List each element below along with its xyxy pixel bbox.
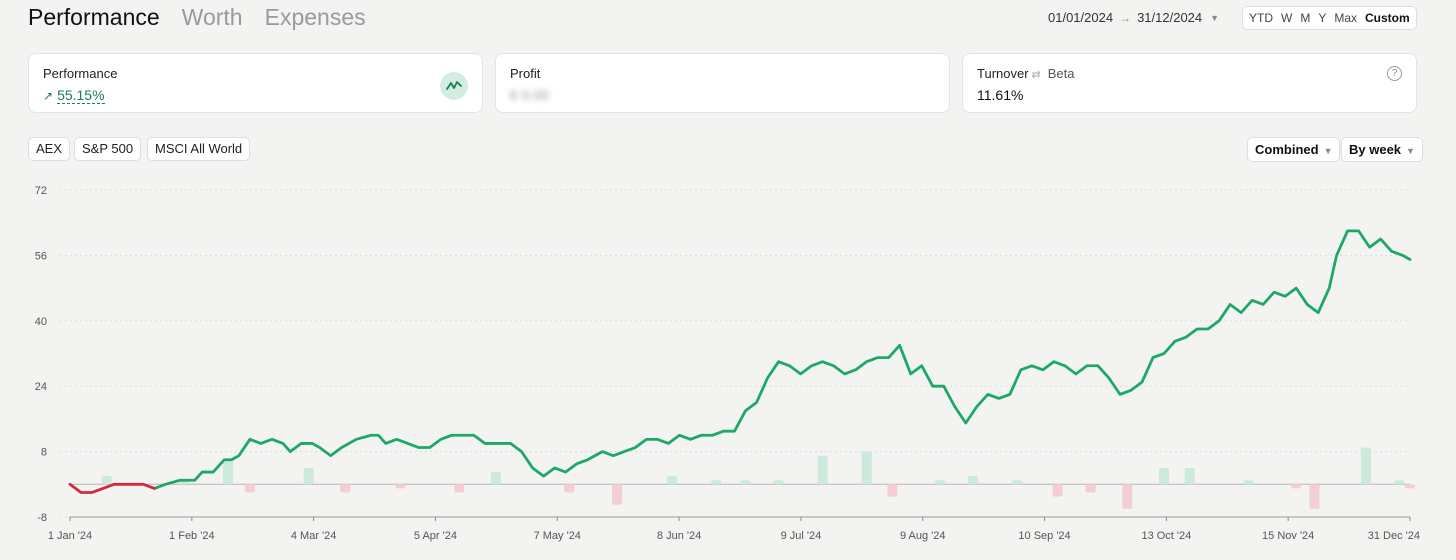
bar-positive: [222, 459, 233, 485]
bar-positive: [711, 480, 722, 485]
x-tick-label: 9 Aug '24: [900, 530, 946, 542]
main-tabs: Performance Worth Expenses: [28, 4, 366, 31]
arrow-right-icon: →: [1119, 10, 1132, 25]
bar-negative: [1052, 484, 1063, 497]
bar-negative: [612, 484, 623, 505]
chevron-down-icon: ▼: [1406, 146, 1415, 156]
period-custom[interactable]: Custom: [1365, 11, 1410, 25]
bar-positive: [1243, 480, 1254, 485]
benchmark-aex[interactable]: AEX: [28, 137, 71, 161]
grouping-select-value: By week: [1349, 142, 1402, 157]
x-tick-label: 8 Jun '24: [657, 530, 701, 542]
y-tick-label: 56: [35, 250, 47, 262]
bar-negative: [1291, 484, 1302, 489]
performance-label: Performance: [43, 66, 118, 81]
performance-line: [153, 229, 1412, 490]
bar-positive: [1012, 480, 1023, 485]
period-selector: YTD W M Y Max Custom: [1242, 6, 1417, 30]
y-tick-label: 24: [35, 381, 47, 393]
bar-positive: [861, 451, 872, 485]
date-range-picker[interactable]: 01/01/2024 → 31/12/2024 ▼: [1048, 10, 1219, 25]
bar-negative: [1405, 484, 1415, 489]
bar-positive: [101, 476, 112, 485]
chevron-down-icon: ▼: [1210, 12, 1220, 23]
benchmark-msci[interactable]: MSCI All World: [147, 137, 251, 161]
bar-negative: [887, 484, 898, 497]
beta-badge: Beta: [1047, 66, 1075, 81]
x-tick-label: 15 Nov '24: [1262, 530, 1314, 542]
performance-line-negative: [68, 482, 156, 494]
y-tick-label: 40: [35, 316, 47, 328]
bar-positive: [817, 455, 828, 485]
x-tick-label: 9 Jul '24: [781, 530, 822, 542]
bar-positive: [667, 476, 678, 485]
bar-positive: [740, 480, 751, 485]
tab-worth[interactable]: Worth: [181, 4, 243, 30]
arrow-up-right-icon: ↗: [43, 89, 54, 103]
mode-select-value: Combined: [1255, 142, 1319, 157]
x-tick-label: 31 Dec '24: [1368, 530, 1420, 542]
period-max[interactable]: Max: [1334, 11, 1358, 25]
bar-positive: [1184, 467, 1195, 485]
bar-negative: [1309, 484, 1320, 509]
turnover-label-wrap: Turnover ⇄ Beta: [977, 66, 1075, 81]
bar-positive: [490, 472, 501, 485]
y-tick-label: 8: [41, 447, 47, 459]
bar-positive: [968, 476, 979, 485]
period-month[interactable]: M: [1300, 11, 1311, 25]
bar-negative: [564, 484, 575, 493]
trend-icon: [440, 72, 468, 100]
bar-positive: [1159, 467, 1170, 485]
turnover-card: Turnover ⇄ Beta 11.61% ?: [962, 53, 1417, 113]
bar-positive: [935, 480, 946, 485]
x-tick-label: 5 Apr '24: [414, 530, 457, 542]
bar-negative: [454, 484, 465, 493]
bar-positive: [1393, 480, 1404, 485]
tab-performance[interactable]: Performance: [28, 4, 160, 30]
bar-positive: [773, 480, 784, 485]
performance-value-wrap: ↗ 55.15%: [43, 87, 105, 104]
benchmark-sp500[interactable]: S&P 500: [74, 137, 142, 161]
x-tick-label: 13 Oct '24: [1141, 530, 1191, 542]
period-ytd[interactable]: YTD: [1249, 11, 1273, 25]
profit-card: Profit € 0.00: [495, 53, 950, 113]
turnover-label: Turnover: [977, 66, 1029, 81]
profit-label: Profit: [510, 66, 541, 81]
period-week[interactable]: W: [1281, 11, 1293, 25]
mode-select[interactable]: Combined ▼: [1247, 137, 1341, 162]
x-tick-label: 1 Feb '24: [169, 530, 215, 542]
bar-positive: [303, 467, 314, 485]
bar-negative: [244, 484, 255, 493]
bar-negative: [395, 484, 406, 489]
swap-icon: ⇄: [1031, 69, 1041, 81]
tab-expenses[interactable]: Expenses: [264, 4, 366, 30]
bar-negative: [1085, 484, 1096, 493]
date-start: 01/01/2024: [1048, 10, 1114, 25]
x-tick-label: 4 Mar '24: [291, 530, 337, 542]
chevron-down-icon: ▼: [1323, 146, 1333, 156]
performance-value: 55.15%: [57, 87, 105, 104]
x-tick-label: 7 May '24: [534, 530, 581, 542]
performance-chart: 72 56 40 24 8 -81 Jan '24 1 Feb '24 4 Mar '24 5 …: [35, 185, 1420, 542]
x-tick-label: 10 Sep '24: [1018, 530, 1070, 542]
x-tick-label: 1 Jan '24: [48, 530, 92, 542]
bar-positive: [1360, 447, 1371, 485]
profit-value: € 0.00: [510, 87, 549, 103]
turnover-value: 11.61%: [977, 87, 1024, 103]
y-tick-label: 72: [35, 185, 47, 197]
performance-card: Performance ↗ 55.15%: [28, 53, 483, 113]
bar-negative: [1122, 484, 1133, 509]
bar-negative: [340, 484, 351, 493]
help-icon[interactable]: ?: [1387, 66, 1402, 81]
grouping-select[interactable]: By week ▼: [1341, 137, 1423, 162]
period-year[interactable]: Y: [1318, 11, 1327, 25]
y-tick-label: -8: [37, 512, 47, 524]
date-end: 31/12/2024: [1137, 10, 1203, 25]
